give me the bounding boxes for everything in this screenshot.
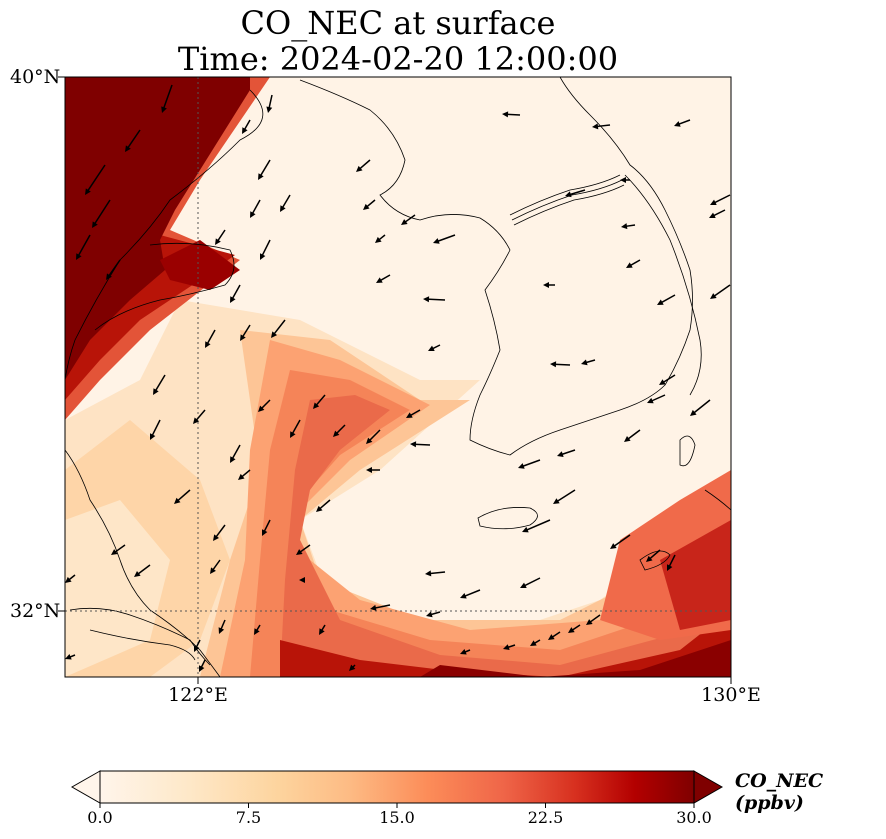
colorbar-tick-1: 7.5 [235,808,262,827]
colorbar [70,770,724,808]
lon-label-122e: 122°E [168,684,228,706]
lon-label-130e: 130°E [701,684,761,706]
map-frame [64,76,732,678]
coastline [65,77,731,677]
colorbar-tick-2: 15.0 [379,808,415,827]
wind-vectors [65,84,731,672]
concentration-field [65,77,731,677]
lat-label-32n: 32°N [10,600,61,622]
colorbar-tick-4: 30.0 [676,808,712,827]
axis-ticks [58,76,732,684]
colorbar-tick-3: 22.5 [527,808,564,827]
colorbar-label: CO_NEC (ppbv) [735,770,824,814]
map-title-line2: Time: 2024-02-20 12:00:00 [177,40,619,78]
colorbar-tick-0: 0.0 [87,808,113,827]
lat-label-40n: 40°N [10,66,61,88]
graticule [65,77,731,677]
map-title-line1: CO_NEC at surface [240,4,556,42]
